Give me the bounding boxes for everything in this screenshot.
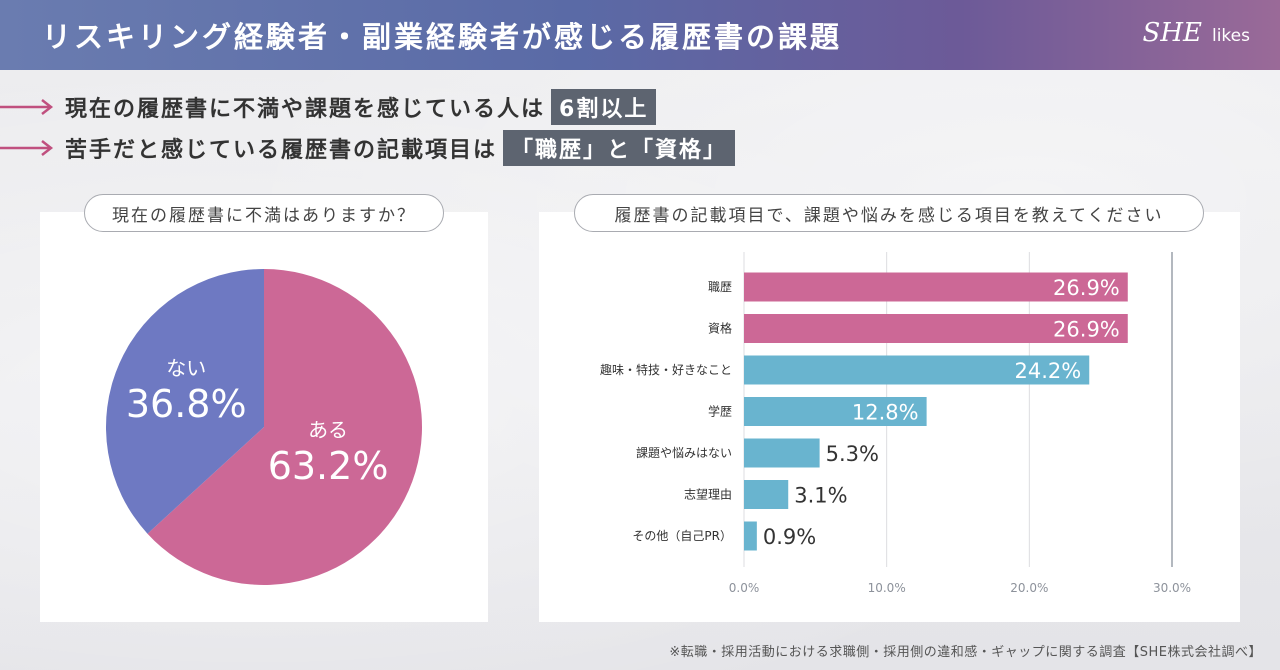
arrow-right-icon	[0, 99, 54, 115]
bar-value-label: 26.9%	[1053, 276, 1120, 300]
pie-slice-value: 63.2%	[268, 444, 389, 488]
key-point-1-text: 現在の履歴書に不満や課題を感じている人は	[65, 97, 546, 122]
key-point-2: 苦手だと感じている履歴書の記載項目は 「職歴」と「資格」	[0, 130, 736, 166]
header-banner: リスキリング経験者・副業経験者が感じる履歴書の課題 SHE likes	[0, 0, 1280, 70]
x-tick-label: 30.0%	[1153, 581, 1191, 595]
bar	[744, 397, 927, 426]
bar-value-label: 26.9%	[1053, 318, 1120, 342]
page-title: リスキリング経験者・副業経験者が感じる履歴書の課題	[42, 20, 843, 54]
pie-slice-label: ない	[166, 356, 206, 380]
key-point-2-text: 苦手だと感じている履歴書の記載項目は	[65, 138, 498, 163]
pie-slice-value: 36.8%	[126, 382, 247, 426]
bar-chart-panel: 0.0% 10.0% 20.0% 30.0% 職歴 26.9% 資格 26.9% 趣味・特技・好…	[539, 212, 1240, 622]
bar-category-label: その他（自己PR）	[632, 529, 732, 543]
bar	[744, 272, 1128, 302]
key-point-1-highlight: 6割以上	[551, 89, 657, 125]
bar-category-label: 趣味・特技・好きなこと	[600, 362, 732, 377]
bar	[744, 438, 820, 468]
bar-category-label: 志望理由	[684, 488, 732, 502]
bar	[744, 521, 757, 551]
she-likes-logo: SHE likes	[1143, 18, 1250, 48]
bar	[744, 314, 1128, 343]
x-tick-label: 10.0%	[868, 581, 906, 595]
key-point-2-highlight: 「職歴」と「資格」	[503, 130, 736, 166]
bar	[744, 355, 1090, 385]
bar-chart-title: 履歴書の記載項目で、課題や悩みを感じる項目を教えてください	[574, 194, 1204, 232]
bar	[744, 480, 789, 509]
bar-category-label: 資格	[708, 321, 732, 336]
bar-chart: 0.0% 10.0% 20.0% 30.0% 職歴 26.9% 資格 26.9% 趣味・特技・好…	[600, 252, 1191, 595]
bar-value-label: 5.3%	[826, 442, 879, 466]
pie-slice	[105, 269, 264, 534]
pie-chart-panel: ある 63.2% ない 36.8%	[40, 212, 488, 622]
bar-value-label: 3.1%	[794, 484, 847, 508]
pie-slice	[147, 269, 423, 585]
logo-sub: likes	[1211, 26, 1250, 46]
bar-value-label: 12.8%	[852, 401, 919, 425]
key-point-1: 現在の履歴書に不満や課題を感じている人は 6割以上	[0, 89, 657, 125]
pie-slice-label: ある	[308, 418, 348, 442]
x-tick-label: 0.0%	[729, 581, 760, 595]
bar-value-label: 24.2%	[1015, 359, 1082, 383]
x-tick-label: 20.0%	[1010, 581, 1048, 595]
bar-category-label: 学歴	[708, 404, 732, 419]
arrow-right-icon	[0, 140, 54, 156]
logo-main: SHE	[1142, 18, 1202, 48]
bar-value-label: 0.9%	[763, 525, 816, 549]
pie-chart-title: 現在の履歴書に不満はありますか？	[84, 194, 444, 232]
source-footnote: ※転職・採用活動における求職側・採用側の違和感・ギャップに関する調査【SHE株式…	[669, 645, 1262, 660]
bar-category-label: 職歴	[708, 280, 732, 294]
bar-category-label: 課題や悩みはない	[636, 445, 732, 460]
